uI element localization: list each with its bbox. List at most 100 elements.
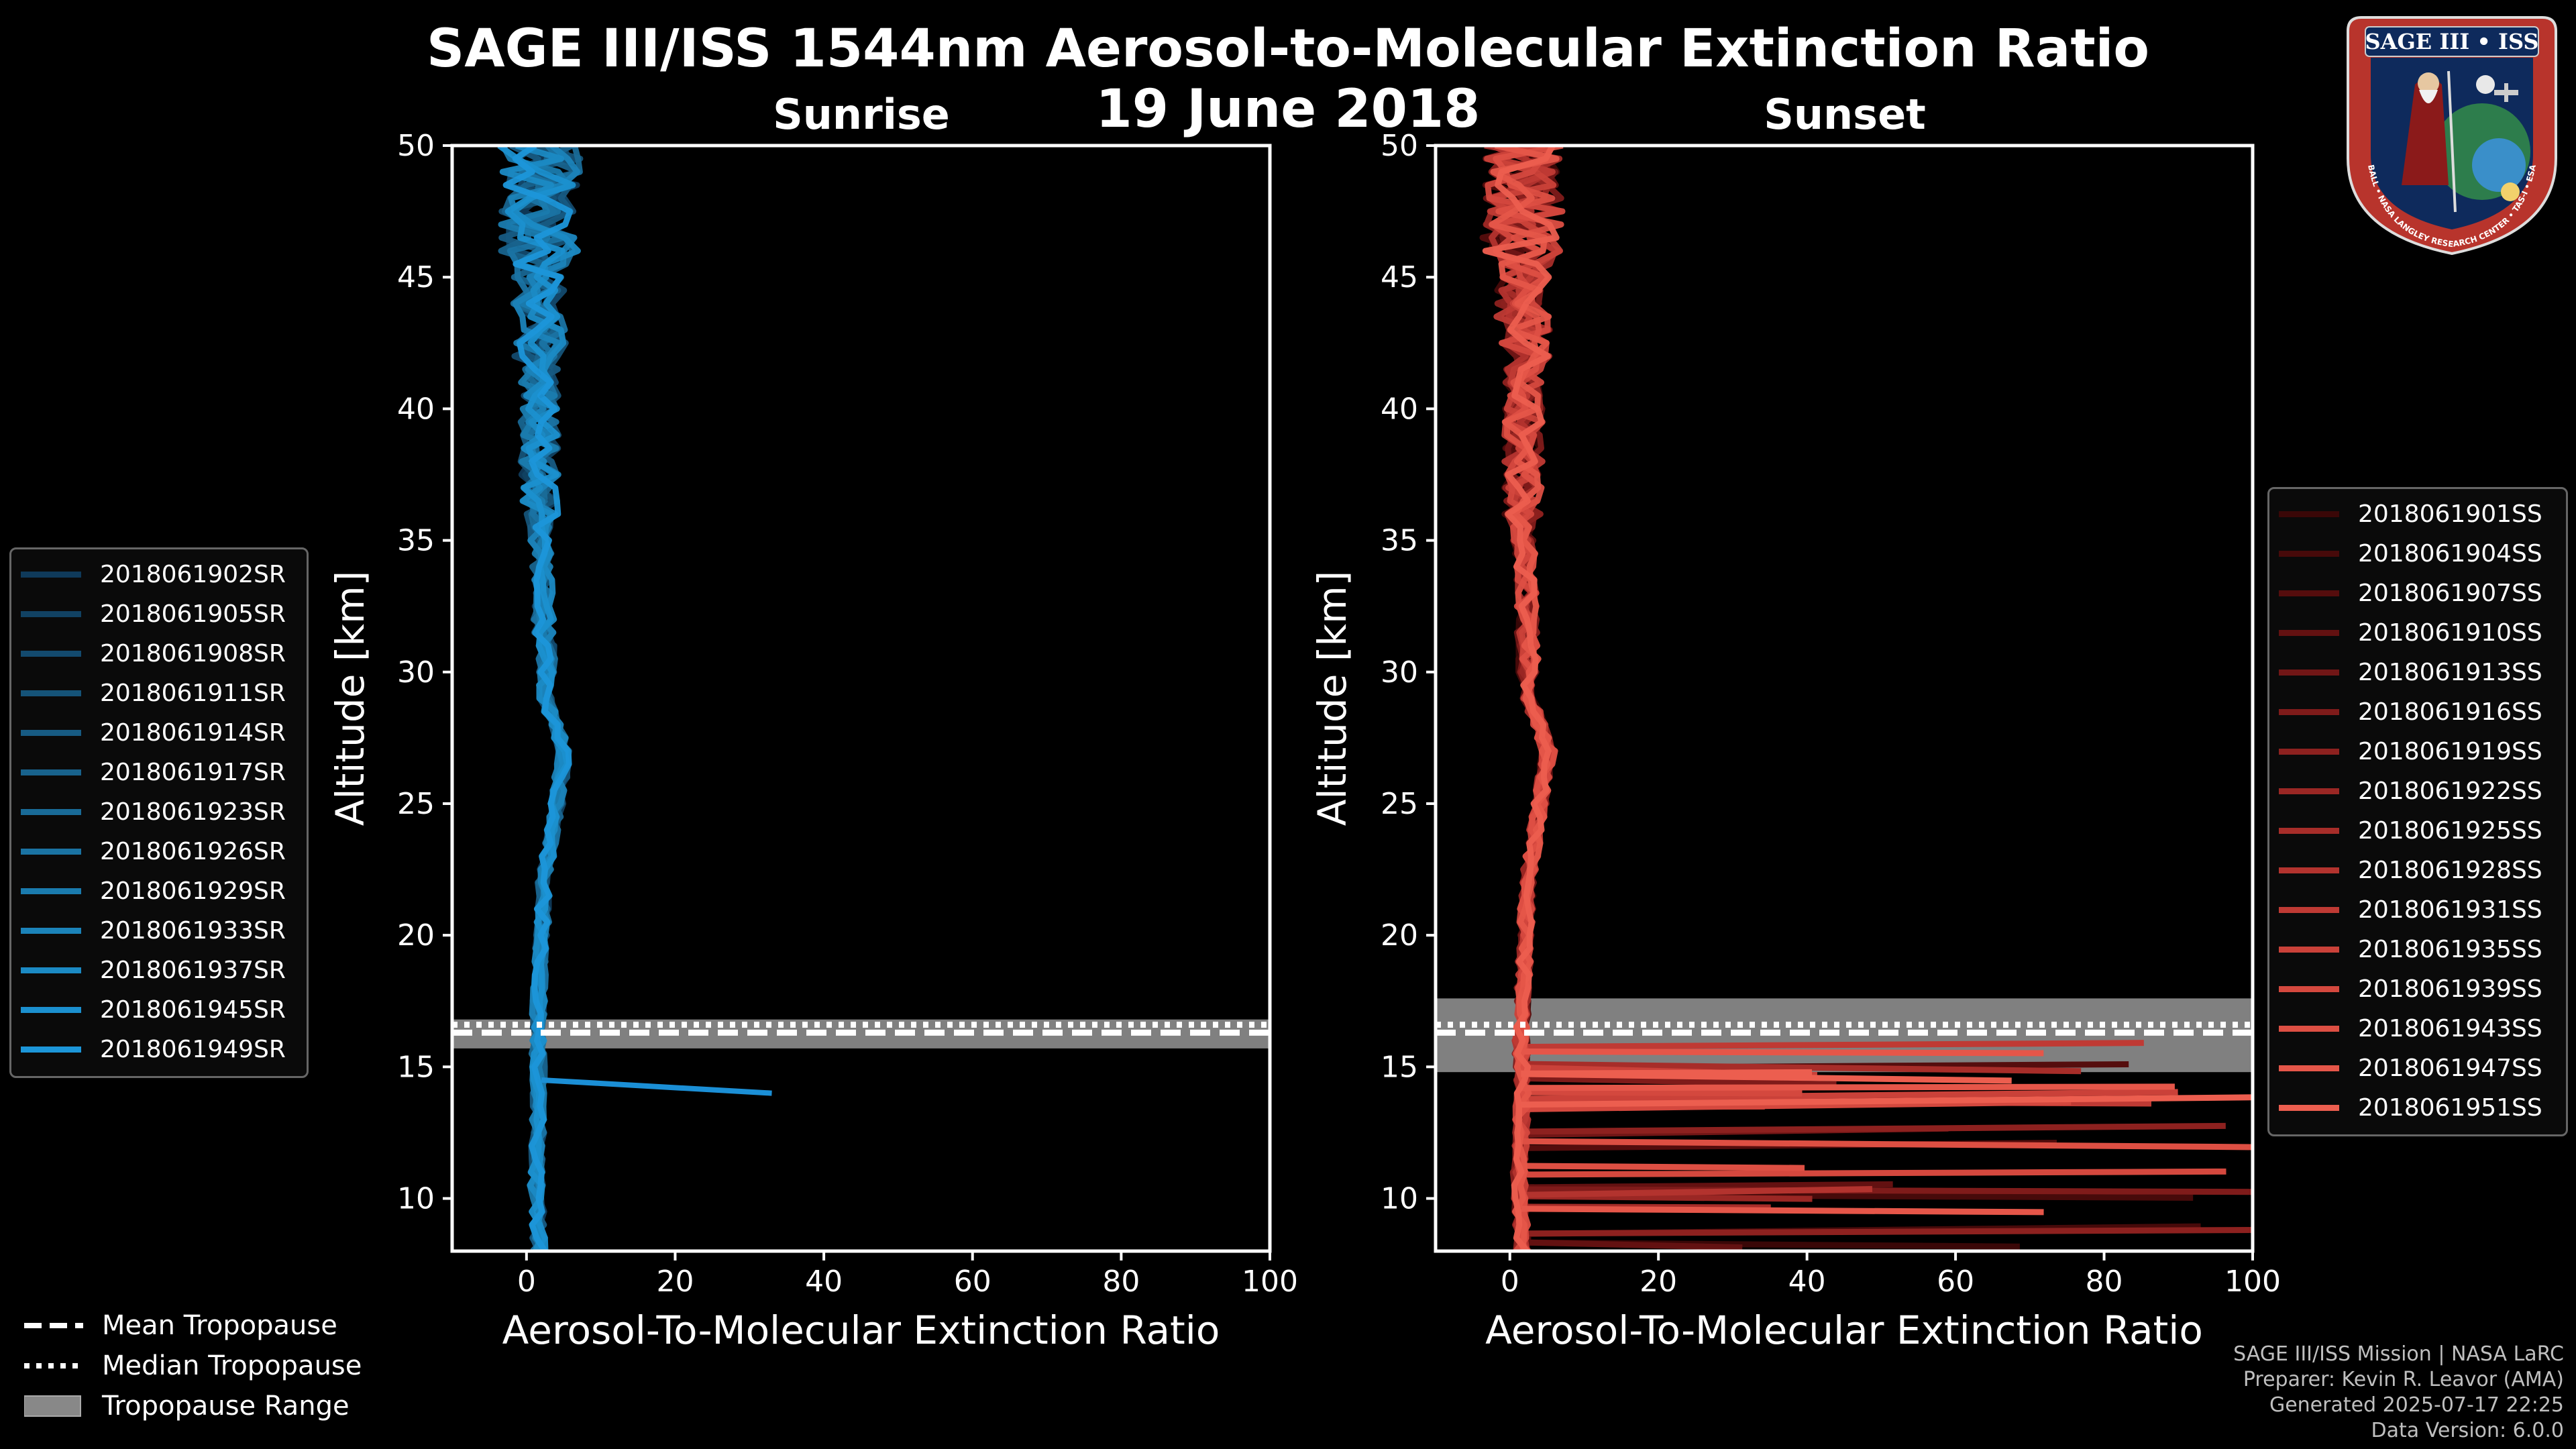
credits-mission: SAGE III/ISS Mission | NASA LaRC xyxy=(2233,1342,2564,1366)
ss-series-spike xyxy=(1521,1185,1873,1198)
legend-swatch xyxy=(21,809,81,815)
sr-xtick-label: 40 xyxy=(805,1265,843,1299)
legend-item: 2018061935SS xyxy=(2279,930,2555,969)
legend-label: 2018061925SS xyxy=(2358,817,2542,845)
legend-item: 2018061911SR xyxy=(21,674,296,713)
legend-label: 2018061910SS xyxy=(2358,619,2542,647)
ss-axes-frame xyxy=(1434,144,2255,1253)
legend-item: 2018061931SS xyxy=(2279,890,2555,930)
ss-ytick-label: 30 xyxy=(1381,655,1418,690)
legend-swatch xyxy=(2279,867,2339,873)
legend-swatch xyxy=(2279,749,2339,755)
sunrise-legend: 2018061902SR 2018061905SR 2018061908SR 2018… xyxy=(9,547,309,1078)
ss-series-spike xyxy=(1521,1227,2253,1237)
legend-median-tropopause: Median Tropopause xyxy=(24,1346,362,1386)
ss-xtick-label: 0 xyxy=(1501,1265,1519,1299)
legend-median-label: Median Tropopause xyxy=(102,1350,362,1381)
legend-swatch xyxy=(21,1007,81,1013)
legend-swatch xyxy=(2279,986,2339,992)
legend-swatch xyxy=(2279,630,2339,636)
ss-ytick-label: 25 xyxy=(1381,787,1418,821)
legend-item: 2018061923SR xyxy=(21,792,296,832)
legend-item: 2018061917SR xyxy=(21,753,296,792)
ss-series-spike xyxy=(1521,1186,2253,1195)
legend-label: 2018061901SS xyxy=(2358,500,2542,528)
ss-xtick-label: 80 xyxy=(2086,1265,2123,1299)
legend-item: 2018061945SR xyxy=(21,990,296,1030)
legend-item: 2018061928SS xyxy=(2279,851,2555,890)
sunset-legend: 2018061901SS 2018061904SS 2018061907SS 2018… xyxy=(2267,487,2568,1136)
sr-xtick-label: 100 xyxy=(1242,1265,1298,1299)
legend-label: 2018061904SS xyxy=(2358,540,2542,568)
ss-series-spike xyxy=(1521,1122,2226,1135)
ss-xtick-label: 40 xyxy=(1788,1265,1826,1299)
legend-tropopause-range: Tropopause Range xyxy=(24,1386,362,1426)
ss-series-spike xyxy=(1521,1205,2044,1216)
legend-swatch xyxy=(2279,551,2339,557)
sr-outlier xyxy=(541,1077,772,1096)
legend-swatch xyxy=(21,967,81,973)
ss-series-spike xyxy=(1521,1061,2082,1075)
legend-label: 2018061919SS xyxy=(2358,738,2542,765)
sr-xtick-label: 80 xyxy=(1102,1265,1140,1299)
legend-swatch xyxy=(2279,788,2339,794)
legend-swatch xyxy=(21,769,81,775)
ss-ylabel: Altitude [km] xyxy=(1309,571,1355,826)
legend-swatch xyxy=(2279,669,2339,676)
legend-swatch xyxy=(21,572,81,578)
legend-swatch xyxy=(2279,1026,2339,1032)
legend-item: 2018061902SR xyxy=(21,555,296,594)
legend-label: 2018061908SR xyxy=(100,640,286,667)
legend-label: 2018061949SR xyxy=(100,1036,286,1063)
ss-plot-area: 0 20 40 60 80 100 10 15 20 25 30 35 40 45 50 Aerosol-To… xyxy=(1309,129,2281,1353)
credits-preparer: Preparer: Kevin R. Leavor (AMA) xyxy=(2243,1368,2564,1391)
legend-item: 2018061949SR xyxy=(21,1030,296,1069)
ss-series-spike xyxy=(1521,1094,2253,1108)
legend-label: 2018061939SS xyxy=(2358,975,2542,1003)
gray-box-icon xyxy=(24,1395,81,1417)
legend-label: 2018061945SR xyxy=(100,996,286,1024)
sr-axes-frame xyxy=(450,144,1272,1253)
sr-ytick-label: 25 xyxy=(397,787,435,821)
legend-swatch xyxy=(21,1046,81,1053)
ss-series-2018061951SS xyxy=(1482,146,1560,1251)
tropopause-legend: Mean Tropopause Median Tropopause Tropop… xyxy=(24,1305,362,1426)
legend-swatch xyxy=(21,928,81,934)
legend-item: 2018061907SS xyxy=(2279,574,2555,613)
sr-xtick-label: 60 xyxy=(954,1265,991,1299)
logo-title: SAGE III • ISS xyxy=(2365,29,2539,54)
legend-item: 2018061913SS xyxy=(2279,653,2555,692)
legend-item: 2018061910SS xyxy=(2279,613,2555,653)
ss-xlabel: Aerosol-To-Molecular Extinction Ratio xyxy=(1485,1307,2203,1353)
legend-label: 2018061905SR xyxy=(100,600,286,628)
ss-ytick-label: 20 xyxy=(1381,918,1418,953)
sr-ytick-label: 45 xyxy=(397,260,435,294)
sunset-title: Sunset xyxy=(1764,90,1926,139)
ss-series-spike xyxy=(1521,1168,2226,1178)
legend-swatch xyxy=(2279,828,2339,834)
sr-ytick-label: 40 xyxy=(397,392,435,426)
legend-swatch xyxy=(21,730,81,736)
sr-ytick-label: 35 xyxy=(397,524,435,558)
legend-item: 2018061937SR xyxy=(21,951,296,990)
ss-xtick-label: 60 xyxy=(1937,1265,1974,1299)
sr-ytick-label: 50 xyxy=(397,129,435,163)
legend-item: 2018061914SR xyxy=(21,713,296,753)
legend-item: 2018061922SS xyxy=(2279,771,2555,811)
legend-item: 2018061926SR xyxy=(21,832,296,871)
legend-swatch xyxy=(21,651,81,657)
legend-item: 2018061943SS xyxy=(2279,1009,2555,1049)
ss-ytick-label: 10 xyxy=(1381,1182,1418,1216)
ss-series-spike xyxy=(1521,1083,2175,1091)
sr-xtick-label: 20 xyxy=(656,1265,694,1299)
legend-item: 2018061939SS xyxy=(2279,969,2555,1009)
sunrise-title: Sunrise xyxy=(773,90,950,139)
legend-label: 2018061929SR xyxy=(100,877,286,905)
legend-range-label: Tropopause Range xyxy=(102,1391,350,1421)
legend-item: 2018061908SR xyxy=(21,634,296,674)
sr-series-2018061949SR xyxy=(502,146,574,1251)
legend-item: 2018061933SR xyxy=(21,911,296,951)
ss-ytick-label: 50 xyxy=(1381,129,1418,163)
legend-item: 2018061947SS xyxy=(2279,1049,2555,1088)
